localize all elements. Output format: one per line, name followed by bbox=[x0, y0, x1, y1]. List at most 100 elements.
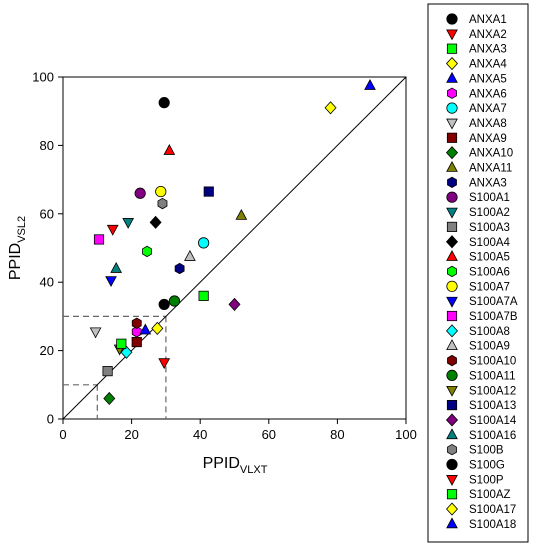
legend-marker bbox=[446, 489, 458, 500]
data-point bbox=[158, 97, 170, 109]
data-point bbox=[158, 358, 171, 370]
legend-marker bbox=[446, 13, 458, 25]
legend-label: S100A9 bbox=[469, 341, 510, 353]
legend-label: ANXA11 bbox=[469, 163, 512, 175]
data-point bbox=[151, 321, 164, 335]
legend-label: ANXA2 bbox=[469, 29, 507, 41]
x-tick-label: 20 bbox=[124, 427, 138, 442]
data-point bbox=[364, 78, 376, 90]
legend-label: S100A1 bbox=[469, 192, 510, 204]
x-tick-label: 80 bbox=[330, 427, 344, 442]
y-axis-title: PPIDVSL2 bbox=[7, 216, 28, 280]
legend-marker bbox=[446, 250, 458, 261]
legend-label: S100B bbox=[469, 445, 504, 457]
legend-label: S100A7 bbox=[469, 281, 510, 293]
legend-marker bbox=[446, 310, 458, 322]
legend-marker bbox=[446, 385, 458, 397]
legend-marker bbox=[446, 339, 458, 351]
x-axis-title: PPIDVLXT bbox=[203, 455, 268, 476]
legend-marker bbox=[446, 118, 458, 130]
data-point bbox=[168, 295, 181, 307]
data-point bbox=[120, 345, 133, 359]
data-point bbox=[131, 317, 142, 329]
data-point bbox=[228, 297, 241, 312]
data-point bbox=[102, 366, 113, 377]
y-tick-label: 20 bbox=[40, 343, 54, 358]
legend-marker bbox=[445, 502, 459, 516]
legend-marker bbox=[447, 176, 457, 189]
y-tick-label: 80 bbox=[40, 138, 54, 153]
legend-label: S100A18 bbox=[469, 519, 516, 531]
threshold-lines bbox=[63, 315, 167, 419]
legend-label: ANXA1 bbox=[469, 14, 507, 26]
data-point bbox=[324, 101, 337, 115]
legend-label: ANXA10 bbox=[469, 148, 513, 160]
reference-diagonal bbox=[62, 76, 407, 420]
legend-marker bbox=[446, 458, 458, 471]
legend-marker bbox=[446, 400, 458, 411]
legend-label: S100A8 bbox=[469, 326, 510, 338]
data-point bbox=[158, 298, 170, 311]
data-point bbox=[103, 391, 116, 406]
legend-marker bbox=[447, 87, 457, 99]
legend-label: S100A3 bbox=[469, 222, 510, 234]
legend-label: ANXA5 bbox=[469, 73, 507, 85]
legend-label: S100A13 bbox=[469, 400, 516, 412]
data-point bbox=[106, 224, 119, 236]
legend-marker bbox=[446, 517, 458, 529]
data-point bbox=[105, 276, 117, 288]
legend-marker bbox=[446, 475, 458, 486]
legend-label: ANXA7 bbox=[469, 103, 507, 115]
legend-marker bbox=[445, 324, 459, 338]
legend-marker bbox=[447, 354, 457, 367]
legend-marker bbox=[445, 413, 459, 427]
legend-label: S100A16 bbox=[469, 430, 516, 442]
legend-marker bbox=[446, 280, 458, 292]
legend-label: S100P bbox=[469, 474, 504, 486]
y-tick-label: 60 bbox=[40, 206, 54, 221]
legend-label: S100A7A bbox=[469, 296, 518, 308]
legend-label: ANXA4 bbox=[469, 59, 507, 71]
data-point bbox=[203, 186, 214, 197]
legend-marker bbox=[446, 43, 458, 54]
legend-label: S100A2 bbox=[469, 207, 510, 219]
data-point bbox=[110, 261, 123, 273]
legend-marker bbox=[446, 132, 458, 143]
data-point bbox=[142, 245, 152, 258]
data-point bbox=[155, 185, 167, 198]
x-tick-label: 100 bbox=[395, 427, 417, 442]
y-tick-label: 0 bbox=[47, 412, 54, 427]
data-points bbox=[89, 78, 376, 406]
legend-marker bbox=[447, 265, 457, 278]
y-tick-label: 100 bbox=[32, 70, 54, 85]
legend-label: ANXA8 bbox=[469, 118, 507, 130]
legend-label: ANXA3 bbox=[469, 177, 507, 189]
data-point bbox=[149, 215, 162, 229]
legend-marker bbox=[445, 56, 459, 71]
data-point bbox=[235, 208, 248, 220]
axis-ticks: 0 20 40 60 80 100 0 20 40 60 80 100 bbox=[32, 70, 417, 443]
legend: ANXA1 ANXA2 ANXA3 ANXA4 ANXA5 ANXA6 ANXA7 ANXA8… bbox=[445, 13, 518, 531]
legend-box bbox=[427, 3, 529, 543]
x-tick-label: 40 bbox=[193, 427, 207, 442]
legend-marker bbox=[445, 235, 459, 249]
legend-label: S100A12 bbox=[469, 385, 516, 397]
legend-label: S100A14 bbox=[469, 415, 517, 427]
legend-marker bbox=[446, 191, 458, 203]
legend-label: S100A17 bbox=[469, 504, 516, 516]
legend-label: S100A11 bbox=[469, 370, 515, 382]
data-point bbox=[198, 237, 210, 249]
data-point bbox=[174, 262, 185, 275]
data-point bbox=[157, 197, 168, 210]
x-tick-label: 60 bbox=[262, 427, 276, 442]
data-point bbox=[163, 143, 176, 155]
data-point bbox=[184, 249, 196, 261]
data-point bbox=[122, 218, 135, 229]
legend-marker bbox=[446, 207, 458, 219]
legend-label: S100A5 bbox=[469, 252, 510, 264]
legend-label: S100G bbox=[469, 460, 505, 472]
data-point bbox=[116, 338, 127, 349]
data-point bbox=[93, 234, 105, 245]
data-point bbox=[89, 327, 102, 339]
legend-label: ANXA3 bbox=[469, 44, 507, 56]
